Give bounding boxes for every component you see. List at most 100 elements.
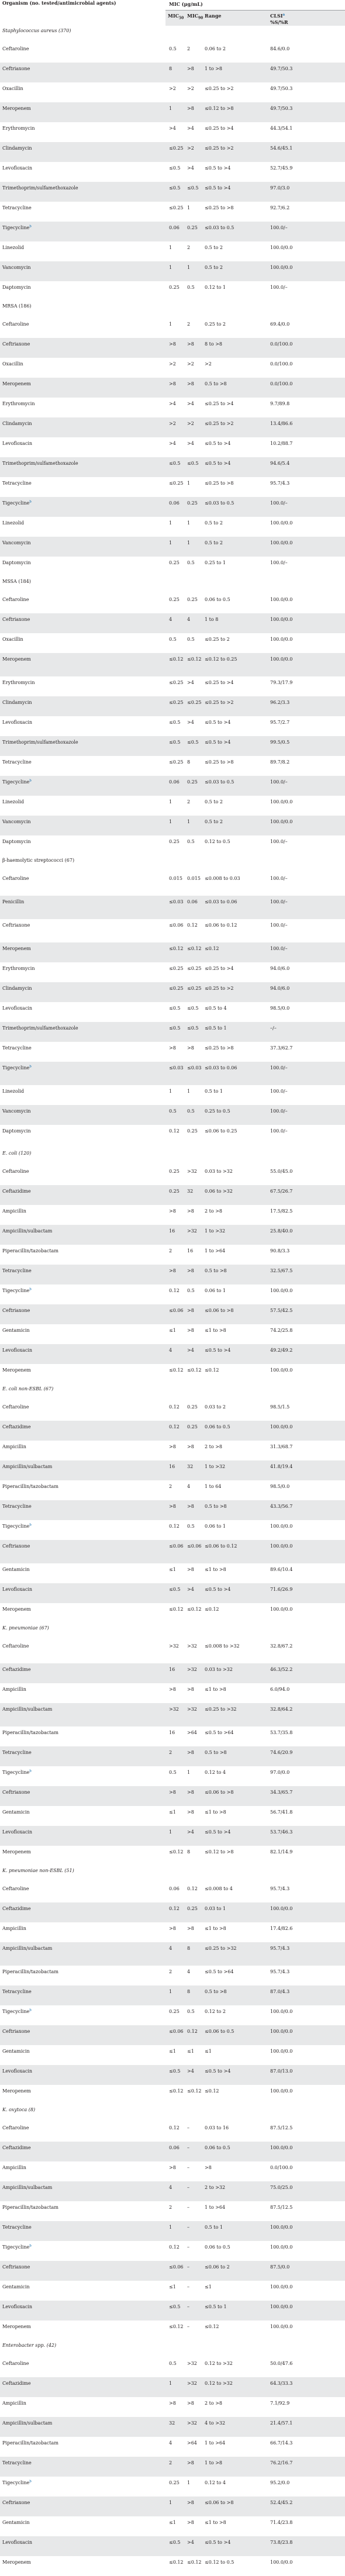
mic50-cell: ≤1 xyxy=(165,2045,184,2065)
mic50-cell: 0.25 xyxy=(165,2005,184,2025)
mic90-cell: 0.25 xyxy=(184,1421,201,1441)
range-cell: ≤0.03 to 0.5 xyxy=(201,222,267,241)
footnote-marker[interactable]: b xyxy=(29,2008,32,2012)
range-cell: ≤0.5 to 1 xyxy=(201,1022,267,1042)
mic90-cell: >8 xyxy=(184,1265,201,1284)
table-row: Ceftriaxone ≤0.06 0.12 ≤0.06 to 0.12 100.0/– xyxy=(0,919,345,942)
footnote-marker[interactable]: b xyxy=(29,225,32,229)
mic90-cell: 8 xyxy=(184,756,201,776)
footnote-marker[interactable]: b xyxy=(29,2480,32,2484)
mic90-cell: ≤0.12 xyxy=(184,653,202,676)
mic90-cell: ≤0.12 xyxy=(184,942,202,962)
table-row: Ceftriaxone ≤0.06 0.12 ≤0.06 to 0.5 100.0/0.… xyxy=(0,2025,345,2045)
clsi-cell: 52.4/45.2 xyxy=(267,2496,345,2516)
table-row: Ceftriaxone 1 >8 ≤0.06 to >8 52.4/45.2 xyxy=(0,2496,345,2516)
table-row: Piperacillin/tazobactam 2 16 1 to >64 90.8/3… xyxy=(0,1245,345,1265)
range-cell: 0.03 to 16 xyxy=(201,2122,267,2142)
mic90-cell: >32 xyxy=(184,1225,201,1245)
footnote-marker[interactable]: b xyxy=(29,1523,32,1527)
table-row: Gentamicin ≤1 >8 ≤1 to >8 74.2/25.8 xyxy=(0,1324,345,1344)
mic50-cell: ≤0.5 xyxy=(165,1002,184,1022)
range-cell: ≤1 xyxy=(201,2281,267,2301)
clsi-cell: 100.0/0.0 xyxy=(267,2025,345,2045)
mic90-cell: ≤0.12 xyxy=(184,2085,202,2105)
mic90-cell: ≤0.5 xyxy=(184,736,201,756)
range-cell: ≤1 to >8 xyxy=(201,1683,267,1703)
agent-name: Meropenem xyxy=(2,1849,31,1855)
mic50-cell: 0.12 xyxy=(165,1401,184,1421)
table-row: Tigecyclineb 0.5 1 0.12 to 4 97.0/0.0 xyxy=(0,1766,345,1786)
table-row: Tetracycline ≤0.25 1 ≤0.25 to >8 92.7/6.2 xyxy=(0,202,345,222)
mic90-cell: >64 xyxy=(184,2437,201,2457)
agent-name: Meropenem xyxy=(2,381,31,386)
clsi-cell: 98.5/0.0 xyxy=(267,1002,345,1022)
footnote-marker[interactable]: b xyxy=(29,1065,32,1069)
agent-cell: Levofloxacin xyxy=(0,2536,165,2556)
agent-name: Levofloxacin xyxy=(2,2069,33,2074)
mic50-cell: >4 xyxy=(165,122,184,142)
range-cell: 1 to >64 xyxy=(201,2201,267,2221)
agent-cell: Tetracycline xyxy=(0,2457,165,2477)
mic90-cell: ≤0.12 xyxy=(184,1603,202,1623)
table-row: Ceftriaxone ≤0.06 ≤0.06 ≤0.06 to 0.12 100.0/… xyxy=(0,1540,345,1563)
range-cell: 0.06 to >32 xyxy=(201,1185,267,1205)
agent-name: Vancomycin xyxy=(2,1109,31,1114)
range-cell: ≤0.008 to 4 xyxy=(201,1883,267,1902)
agent-name: Meropenem xyxy=(2,946,31,951)
mic50-cell: ≤0.5 xyxy=(165,2536,184,2556)
clsi-cell: 53.7/35.8 xyxy=(267,1726,345,1746)
mic50-cell: ≤0.12 xyxy=(165,2556,184,2576)
mic50-cell: 1 xyxy=(165,517,184,537)
clsi-cell: 13.4/86.6 xyxy=(267,417,345,437)
organism-group-label: K. oxytoca (8) xyxy=(0,2105,345,2122)
table-row: Tetracycline ≤0.25 1 ≤0.25 to >8 95.7/4.3 xyxy=(0,477,345,497)
range-cell: ≤0.03 to 0.5 xyxy=(201,776,267,796)
agent-cell: Meropenem xyxy=(0,653,165,676)
mic50-cell: ≤0.12 xyxy=(165,1846,184,1866)
footnote-marker[interactable]: b xyxy=(29,500,32,504)
table-row: Oxacillin >2 >2 ≤0.25 to >2 49.7/50.3 xyxy=(0,82,345,102)
agent-cell: Tigecyclineb xyxy=(0,222,165,241)
mic50-cell: ≤0.12 xyxy=(165,942,184,962)
mic50-cell: 0.015 xyxy=(165,872,184,896)
clsi-cell: 50.0/47.6 xyxy=(267,2357,345,2377)
range-cell: ≤0.5 to >4 xyxy=(201,457,267,477)
table-row: Trimethoprim/sulfamethoxazole ≤0.5 ≤0.5 ≤0.… xyxy=(0,736,345,756)
footnote-marker[interactable]: b xyxy=(29,1769,32,1773)
clsi-cell: 100.0/0.0 xyxy=(267,653,345,676)
mic50-cell: 1 xyxy=(165,816,184,835)
footnote-marker[interactable]: b xyxy=(29,2244,32,2248)
agent-cell: Clindamycin xyxy=(0,696,165,716)
agent-cell: Oxacillin xyxy=(0,82,165,102)
clsi-cell: 100.0/– xyxy=(267,1062,345,1085)
agent-cell: Erythromycin xyxy=(0,962,165,982)
clsi-cell: 100.0/0.0 xyxy=(267,1520,345,1540)
table-row: Linezolid 1 2 0.5 to 2 100.0/0.0 xyxy=(0,796,345,816)
agent-cell: Ceftaroline xyxy=(0,43,165,63)
table-row: Meropenem ≤0.12 ≤0.12 ≤0.12 to 0.25 100.0/0.… xyxy=(0,653,345,676)
mic90-cell: >8 xyxy=(184,1806,201,1826)
table-row: Ceftazidime 0.06–0.06 to 0.5 100.0/0.0 xyxy=(0,2142,345,2161)
range-cell: ≤0.03 to 0.06 xyxy=(201,1062,267,1085)
clsi-cell: 21.4/57.1 xyxy=(267,2417,345,2437)
mic50-cell: 32 xyxy=(165,2417,184,2437)
agent-cell: Meropenem xyxy=(0,1364,165,1384)
footnote-marker[interactable]: b xyxy=(29,779,32,783)
agent-name: Levofloxacin xyxy=(2,1006,33,1011)
footnote-marker[interactable]: a xyxy=(282,13,285,17)
table-row: Piperacillin/tazobactam 2–1 to >64 87.5/12… xyxy=(0,2201,345,2221)
agent-cell: Erythromycin xyxy=(0,398,165,417)
mic90-cell: 1 xyxy=(184,261,201,281)
range-cell: ≤0.06 to 0.12 xyxy=(201,1540,267,1563)
agent-cell: Levofloxacin xyxy=(0,437,165,457)
mic50-cell: 1 xyxy=(165,796,184,816)
clsi-cell: 100.0/– xyxy=(267,872,345,896)
mic50-cell: >2 xyxy=(165,82,184,102)
mic90-cell: 0.25 xyxy=(184,1401,201,1421)
agent-name: Levofloxacin xyxy=(2,720,33,725)
mic50-cell: 0.06 xyxy=(165,776,184,796)
mic50-cell: 1 xyxy=(165,102,184,122)
table-row: Tigecyclineb 0.06 0.25 ≤0.03 to 0.5 100.0/– xyxy=(0,776,345,796)
agent-name: Ceftriaxone xyxy=(2,1308,30,1313)
footnote-marker[interactable]: b xyxy=(29,1287,32,1292)
